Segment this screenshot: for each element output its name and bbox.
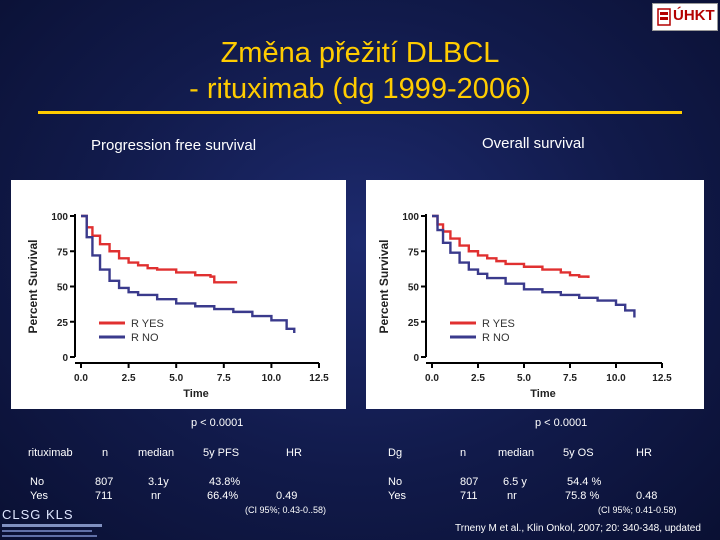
- logo-line-icon: [2, 530, 92, 532]
- x-tick-label: 2.5: [122, 373, 136, 384]
- legend-label: R NO: [131, 332, 159, 344]
- left-row-no-n: 807: [95, 476, 114, 488]
- legend-label: R NO: [482, 332, 510, 344]
- right-header-hr: HR: [636, 447, 652, 459]
- x-tick-label: 12.5: [309, 373, 329, 384]
- y-axis-label: Percent Survival: [377, 239, 391, 333]
- y-axis-label: Percent Survival: [26, 239, 40, 333]
- pfs-label: Progression free survival: [91, 137, 257, 154]
- left-header-n: n: [102, 447, 109, 459]
- os-label: Overall survival: [482, 135, 585, 152]
- left-ci: (CI 95%; 0.43-0..58): [245, 505, 327, 515]
- os-chart: 0 25 50 75 100 0.0 2.5 5.0 7.5 10.0 12.5 Time Percen…: [377, 212, 672, 400]
- x-tick-label: 10.0: [262, 373, 282, 384]
- legend-label: R YES: [131, 318, 164, 330]
- series-line-r-yes: [81, 214, 238, 284]
- series-line-r-no: [432, 214, 636, 318]
- right-ci: (CI 95%; 0.41-0.58): [598, 505, 677, 515]
- left-row-yes-5y: 66.4%: [207, 490, 239, 502]
- logo-emblem-icon: [657, 8, 671, 26]
- right-header-n: n: [460, 447, 467, 459]
- pfs-chart: 0 25 50 75 100 0.0 2.5 5.0 7.5 10.0 12.5 Time Percen…: [26, 212, 329, 400]
- y-tick-label: 100: [402, 212, 419, 223]
- legend-label: R YES: [482, 318, 515, 330]
- x-tick-label: 2.5: [471, 373, 485, 384]
- os-pvalue: p < 0.0001: [535, 417, 588, 429]
- right-row-no-label: No: [388, 476, 403, 488]
- page-title-line2: - rituximab (dg 1999-2006): [189, 73, 531, 105]
- left-header-5y-pfs: 5y PFS: [203, 447, 240, 459]
- right-row-yes-5y: 75.8 %: [565, 490, 600, 502]
- x-tick-label: 5.0: [169, 373, 183, 384]
- left-row-yes-label: Yes: [30, 490, 48, 502]
- x-axis-label: Time: [530, 388, 555, 400]
- y-tick-label: 25: [57, 318, 69, 329]
- logo-text: ÚHKT: [673, 7, 715, 24]
- y-tick-label: 75: [57, 247, 69, 258]
- left-row-yes-n: 711: [95, 490, 113, 502]
- y-tick-label: 25: [408, 318, 420, 329]
- title-underline: [38, 111, 682, 114]
- pfs-chart-panel: 0 25 50 75 100 0.0 2.5 5.0 7.5 10.0 12.5 Time Percen…: [11, 180, 346, 409]
- right-hr-value: 0.48: [636, 490, 658, 502]
- left-header-hr: HR: [286, 447, 302, 459]
- left-row-no-5y: 43.8%: [209, 476, 241, 488]
- right-row-yes-n: 711: [460, 490, 478, 502]
- right-header-5y-os: 5y OS: [563, 447, 594, 459]
- x-tick-label: 5.0: [517, 373, 531, 384]
- left-row-no-median: 3.1y: [148, 476, 169, 488]
- left-header-rituximab: rituximab: [28, 447, 73, 459]
- clsg-kls-text: CLSG KLS: [2, 507, 74, 522]
- right-header-dg: Dg: [388, 447, 403, 459]
- x-tick-label: 0.0: [425, 373, 439, 384]
- left-row-yes-median: nr: [151, 490, 161, 502]
- clsg-kls-logo: CLSG KLS: [2, 507, 122, 540]
- x-tick-label: 10.0: [606, 373, 626, 384]
- y-tick-label: 50: [57, 283, 69, 294]
- right-row-no-median: 6.5 y: [503, 476, 527, 488]
- x-tick-label: 12.5: [652, 373, 672, 384]
- left-header-median: median: [138, 447, 175, 459]
- logo-line-icon: [2, 524, 102, 527]
- y-tick-label: 0: [413, 353, 419, 364]
- right-row-no-5y: 54.4 %: [567, 476, 602, 488]
- citation: Trneny M et al., Klin Onkol, 2007; 20: 3…: [455, 523, 701, 534]
- right-row-no-n: 807: [460, 476, 479, 488]
- series-line-r-no: [81, 214, 296, 334]
- y-tick-label: 0: [62, 353, 68, 364]
- x-axis-label: Time: [183, 388, 208, 400]
- left-row-no-label: No: [30, 476, 45, 488]
- pfs-pvalue: p < 0.0001: [191, 417, 244, 429]
- right-header-median: median: [498, 447, 535, 459]
- uhkt-logo: ÚHKT: [652, 3, 718, 31]
- y-tick-label: 100: [51, 212, 68, 223]
- page-title-line1: Změna přežití DLBCL: [220, 37, 500, 69]
- left-hr-value: 0.49: [276, 490, 298, 502]
- y-tick-label: 50: [408, 283, 420, 294]
- logo-line-icon: [2, 535, 97, 537]
- y-tick-label: 75: [408, 247, 420, 258]
- right-row-yes-label: Yes: [388, 490, 406, 502]
- x-tick-label: 0.0: [74, 373, 88, 384]
- right-row-yes-median: nr: [507, 490, 517, 502]
- x-tick-label: 7.5: [563, 373, 577, 384]
- series-line-r-yes: [432, 214, 590, 279]
- x-tick-label: 7.5: [217, 373, 231, 384]
- os-chart-panel: 0 25 50 75 100 0.0 2.5 5.0 7.5 10.0 12.5 Time Percen…: [366, 180, 704, 409]
